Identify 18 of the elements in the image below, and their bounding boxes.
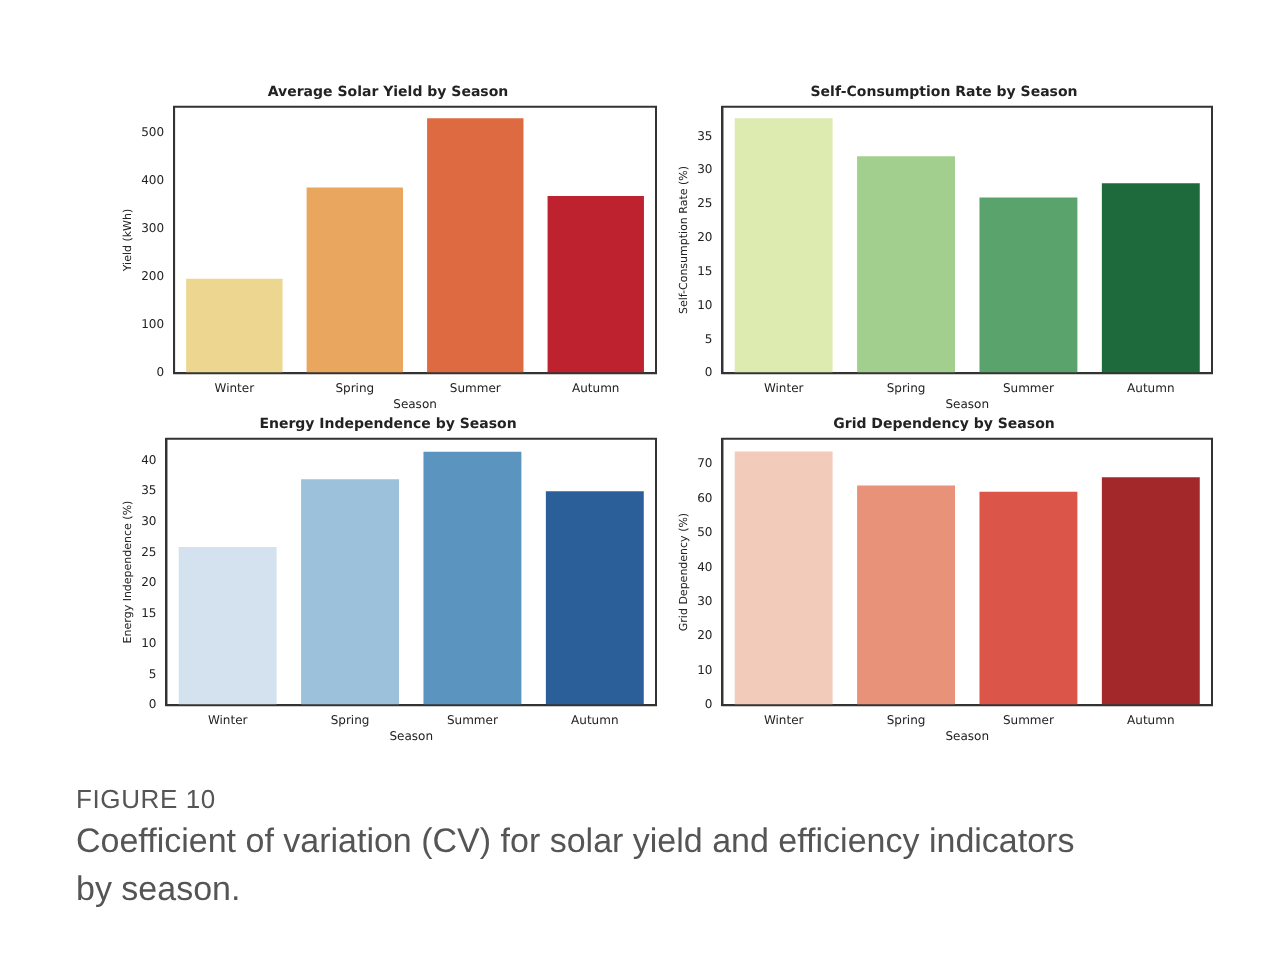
bar	[178, 546, 277, 706]
bar	[547, 196, 644, 374]
bar	[427, 118, 524, 374]
bar	[1101, 477, 1200, 706]
bar	[301, 479, 399, 706]
bar	[306, 187, 404, 374]
bar	[545, 491, 644, 706]
bar	[979, 197, 1078, 374]
bar	[857, 485, 955, 706]
bar	[186, 278, 283, 374]
bar	[857, 156, 955, 374]
bar	[979, 491, 1078, 706]
bar	[734, 451, 833, 706]
bar	[734, 118, 833, 374]
caption: FIGURE 10	[76, 784, 218, 814]
bar	[1101, 183, 1200, 374]
text: Coefficient of variation (CV) for solar yield and efficiency indicators by season.	[76, 820, 1077, 912]
bar	[423, 451, 522, 706]
